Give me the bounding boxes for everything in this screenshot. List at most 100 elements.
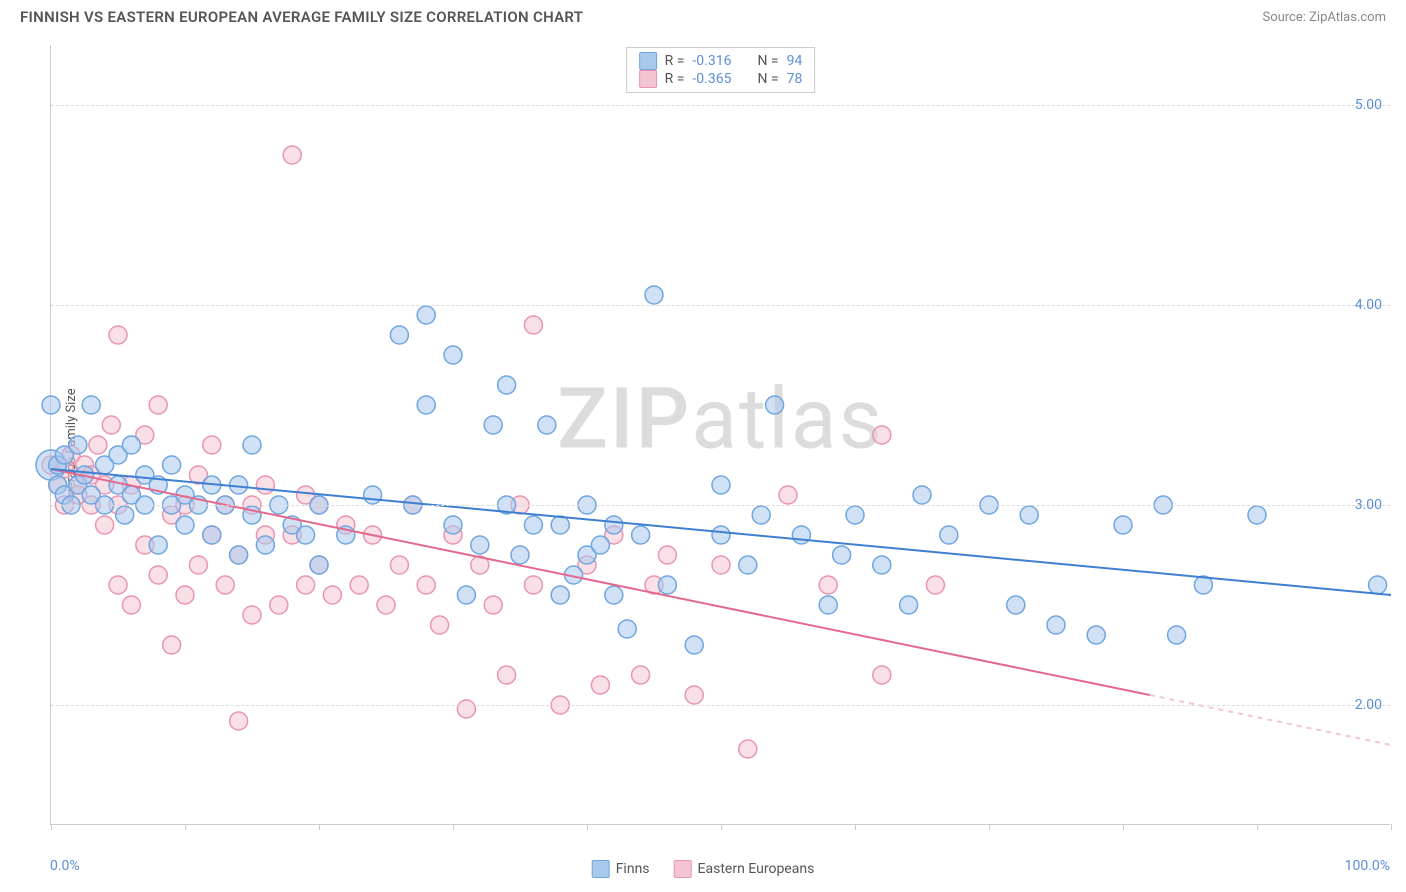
y-tick-label: 2.00: [1355, 697, 1382, 713]
gridline: [51, 305, 1390, 306]
data-point: [364, 486, 382, 504]
data-point: [618, 620, 636, 638]
legend-swatch-finns: [592, 860, 610, 878]
x-tick: [51, 824, 52, 830]
data-point: [457, 586, 475, 604]
data-point: [712, 556, 730, 574]
gridline: [51, 505, 1390, 506]
data-point: [149, 536, 167, 554]
x-tick: [855, 824, 856, 830]
data-point: [900, 596, 918, 614]
data-point: [739, 740, 757, 758]
data-point: [230, 712, 248, 730]
data-point: [109, 576, 127, 594]
data-point: [1168, 626, 1186, 644]
data-point: [538, 416, 556, 434]
data-point: [792, 526, 810, 544]
data-point: [444, 346, 462, 364]
data-point: [377, 596, 395, 614]
data-point: [685, 636, 703, 654]
chart-title: FINNISH VS EASTERN EUROPEAN AVERAGE FAMI…: [20, 8, 583, 26]
data-point: [819, 596, 837, 614]
data-point: [431, 616, 449, 634]
data-point: [632, 526, 650, 544]
chart-plot-area: ZIPatlas 2.003.004.005.00 R = -0.316 N =…: [50, 45, 1390, 825]
data-point: [1248, 506, 1266, 524]
data-point: [230, 546, 248, 564]
legend-item-eastern: Eastern Europeans: [674, 860, 815, 878]
data-point: [551, 516, 569, 534]
scatter-plot-svg: [51, 45, 1390, 824]
data-point: [873, 666, 891, 684]
data-point: [350, 576, 368, 594]
legend-swatch-eastern: [674, 860, 692, 878]
data-point: [658, 546, 676, 564]
bottom-legend: Finns Eastern Europeans: [592, 860, 815, 878]
data-point: [913, 486, 931, 504]
data-point: [417, 576, 435, 594]
data-point: [752, 506, 770, 524]
data-point: [712, 476, 730, 494]
data-point: [243, 606, 261, 624]
data-point: [1114, 516, 1132, 534]
data-point: [297, 526, 315, 544]
stats-row-eastern: R = -0.365 N = 78: [639, 70, 803, 88]
data-point: [833, 546, 851, 564]
data-point: [390, 326, 408, 344]
legend-label-finns: Finns: [616, 861, 650, 877]
data-point: [89, 436, 107, 454]
data-point: [42, 396, 60, 414]
x-tick: [319, 824, 320, 830]
data-point: [297, 576, 315, 594]
data-point: [230, 476, 248, 494]
data-point: [102, 416, 120, 434]
data-point: [591, 536, 609, 554]
data-point: [203, 526, 221, 544]
data-point: [591, 676, 609, 694]
stats-row-finns: R = -0.316 N = 94: [639, 52, 803, 70]
y-tick-label: 3.00: [1355, 497, 1382, 513]
data-point: [1007, 596, 1025, 614]
data-point: [69, 436, 87, 454]
data-point: [1020, 506, 1038, 524]
data-point: [283, 146, 301, 164]
data-point: [256, 536, 274, 554]
data-point: [632, 666, 650, 684]
data-point: [658, 576, 676, 594]
data-point: [685, 686, 703, 704]
x-tick: [989, 824, 990, 830]
legend-label-eastern: Eastern Europeans: [698, 861, 815, 877]
data-point: [498, 666, 516, 684]
data-point: [323, 586, 341, 604]
data-point: [176, 586, 194, 604]
data-point: [739, 556, 757, 574]
data-point: [310, 556, 328, 574]
data-point: [1369, 576, 1387, 594]
stats-swatch-finns: [639, 52, 657, 70]
data-point: [163, 636, 181, 654]
x-tick: [1123, 824, 1124, 830]
data-point: [149, 396, 167, 414]
data-point: [256, 476, 274, 494]
x-tick: [587, 824, 588, 830]
data-point: [605, 586, 623, 604]
data-point: [116, 506, 134, 524]
data-point: [551, 586, 569, 604]
data-point: [163, 456, 181, 474]
data-point: [712, 526, 730, 544]
data-point: [873, 426, 891, 444]
x-axis-max-label: 100.0%: [1345, 858, 1390, 874]
data-point: [1047, 616, 1065, 634]
data-point: [82, 396, 100, 414]
data-point: [457, 700, 475, 718]
data-point: [122, 596, 140, 614]
data-point: [766, 396, 784, 414]
data-point: [270, 596, 288, 614]
data-point: [417, 306, 435, 324]
data-point: [940, 526, 958, 544]
data-point: [524, 576, 542, 594]
data-point: [645, 286, 663, 304]
data-point: [779, 486, 797, 504]
data-point: [511, 546, 529, 564]
gridline: [51, 705, 1390, 706]
